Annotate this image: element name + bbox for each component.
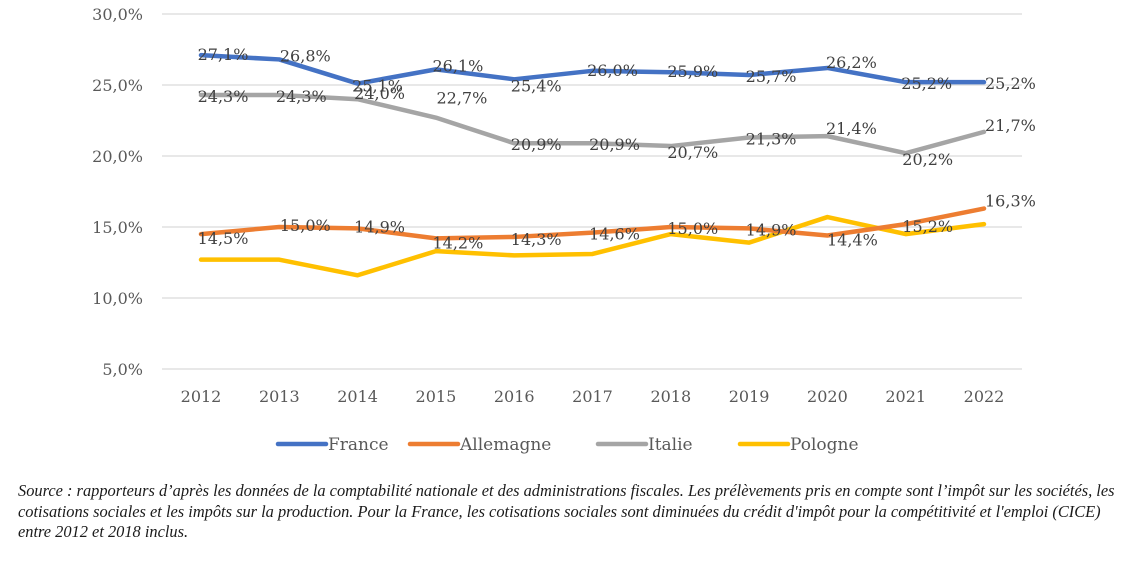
data-label-italie: 24,3% <box>198 87 249 106</box>
data-label-allemagne: 14,9% <box>354 217 405 236</box>
series-line-italie <box>198 92 987 156</box>
x-axis-ticks: 2012 2013 2014 2015 2016 2017 2018 2019 2020 2021… <box>181 387 1005 406</box>
data-label-allemagne: 15,0% <box>280 216 331 235</box>
y-tick-label: 20,0% <box>92 147 143 166</box>
legend-label: Allemagne <box>459 435 551 455</box>
x-tick-label: 2018 <box>650 387 691 406</box>
legend-item-allemagne: Allemagne <box>407 435 551 455</box>
data-label-italie: 21,4% <box>826 119 877 138</box>
source-caption: Source : rapporteurs d’après les données… <box>18 481 1115 541</box>
legend: France Allemagne Italie Pologne <box>275 435 859 455</box>
data-label-allemagne: 15,0% <box>667 219 718 238</box>
data-label-france: 25,4% <box>511 76 562 95</box>
y-tick-label: 30,0% <box>92 5 143 24</box>
data-label-france: 25,2% <box>901 74 952 93</box>
data-label-italie: 20,9% <box>511 135 562 154</box>
series-line-france <box>198 52 987 86</box>
data-label-france: 26,8% <box>280 46 331 65</box>
y-axis-ticks: 5,0% 10,0% 15,0% 20,0% 25,0% 30,0% <box>92 5 143 379</box>
y-tick-label: 25,0% <box>92 76 143 95</box>
data-labels: 27,1% 26,8% 25,1% 26,1% 25,4% 26,0% 25,9% 25,7%… <box>198 45 1036 252</box>
series-line-allemagne <box>198 206 987 241</box>
data-label-allemagne: 14,5% <box>198 229 249 248</box>
x-tick-label: 2015 <box>416 387 457 406</box>
x-tick-label: 2013 <box>259 387 300 406</box>
legend-item-italie: Italie <box>595 435 693 455</box>
y-tick-label: 5,0% <box>102 360 143 379</box>
series-line-pologne <box>198 214 987 278</box>
legend-label: Italie <box>648 435 693 455</box>
series-lines <box>198 52 987 278</box>
x-tick-label: 2022 <box>964 387 1005 406</box>
legend-label: France <box>328 435 389 455</box>
data-label-allemagne: 14,6% <box>589 225 640 244</box>
data-label-italie: 21,7% <box>985 116 1036 135</box>
data-label-france: 25,9% <box>667 62 718 81</box>
data-label-italie: 22,7% <box>436 89 487 108</box>
line-chart: 5,0%10,0%15,0%20,0%25,0%30,0% 2012 2013 20… <box>92 5 1036 455</box>
data-label-allemagne: 16,3% <box>985 192 1036 211</box>
x-tick-label: 2012 <box>181 387 222 406</box>
data-label-italie: 20,2% <box>902 150 953 169</box>
x-tick-label: 2020 <box>807 387 848 406</box>
x-tick-label: 2021 <box>885 387 926 406</box>
data-label-allemagne: 14,9% <box>746 220 797 239</box>
data-label-france: 25,2% <box>985 74 1036 93</box>
data-label-allemagne: 14,2% <box>432 233 483 252</box>
x-tick-label: 2016 <box>494 387 535 406</box>
data-label-italie: 20,9% <box>589 135 640 154</box>
data-label-allemagne: 15,2% <box>902 217 953 236</box>
data-label-italie: 24,0% <box>354 84 405 103</box>
data-label-france: 26,1% <box>432 56 483 75</box>
legend-label: Pologne <box>790 435 859 455</box>
x-tick-label: 2017 <box>572 387 613 406</box>
data-label-france: 25,1% <box>352 77 403 96</box>
legend-item-france: France <box>275 435 389 455</box>
data-label-allemagne: 14,4% <box>827 231 878 250</box>
data-label-italie: 21,3% <box>746 130 797 149</box>
y-tick-label: 10,0% <box>92 289 143 308</box>
y-tick-label: 15,0% <box>92 218 143 237</box>
x-tick-label: 2019 <box>729 387 770 406</box>
data-label-italie: 24,3% <box>276 87 327 106</box>
data-label-france: 25,7% <box>746 67 797 86</box>
data-label-france: 27,1% <box>198 45 249 64</box>
x-tick-label: 2014 <box>337 387 378 406</box>
legend-item-pologne: Pologne <box>737 435 859 455</box>
data-label-italie: 20,7% <box>667 143 718 162</box>
data-label-allemagne: 14,3% <box>511 230 562 249</box>
data-label-france: 26,0% <box>587 61 638 80</box>
data-label-france: 26,2% <box>826 53 877 72</box>
